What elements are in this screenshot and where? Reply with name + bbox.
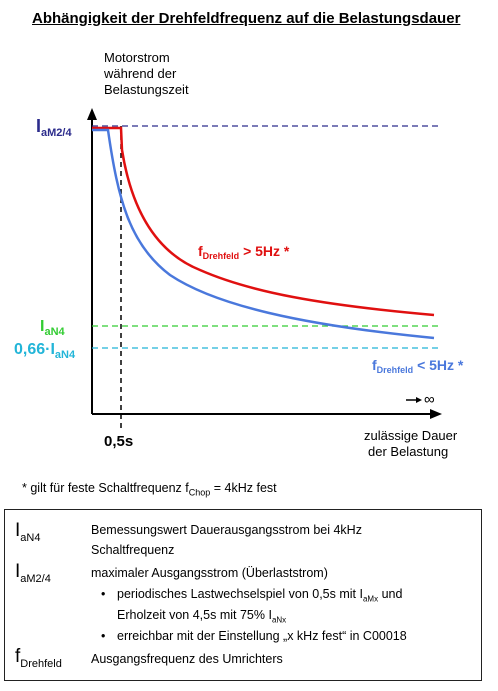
red-curve-high-frequency xyxy=(92,126,435,317)
legend-ian-symbol: IaN4 xyxy=(15,520,41,544)
blue-curve-label: fDrehfeld < 5Hz * xyxy=(372,357,464,375)
footnote: * gilt für feste Schaltfrequenz fChop = … xyxy=(22,481,277,498)
x-axis-arrow xyxy=(430,409,442,419)
legend-bullet-1-line1: periodisches Lastwechselspiel von 0,5s m… xyxy=(117,587,403,604)
y-axis-label-line3: Belastungszeit xyxy=(104,82,189,97)
bullet-dot-2: • xyxy=(101,629,106,643)
y-axis-arrow xyxy=(87,108,97,120)
y-axis-label-line1: Motorstrom xyxy=(104,50,170,65)
legend-box: IaN4 Bemessungswert Dauerausgangsstrom b… xyxy=(4,509,482,681)
legend-iam-desc: maximaler Ausgangsstrom (Überlaststrom) xyxy=(91,566,328,580)
infinity-label: ∞ xyxy=(424,391,435,408)
iam-level-label: IaM2/4 xyxy=(36,116,72,139)
load-duration-diagram: Motorstrom während der Belastungszeit Ia… xyxy=(14,50,464,459)
x-axis-label-line2: der Belastung xyxy=(368,444,448,459)
blue-curve-low-frequency xyxy=(92,128,435,340)
legend-bullet-2: erreichbar mit der Einstellung „x kHz fe… xyxy=(117,629,407,643)
page-title: Abhängigkeit der Drehfeldfrequenz auf di… xyxy=(32,10,461,27)
half-second-tick-label: 0,5s xyxy=(104,433,133,450)
legend-ian-desc-line1: Bemessungswert Dauerausgangsstrom bei 4k… xyxy=(91,523,362,537)
legend-ian-desc-line2: Schaltfrequenz xyxy=(91,543,175,557)
red-curve-label: fDrehfeld > 5Hz * xyxy=(198,243,290,261)
legend-fd-symbol: fDrehfeld xyxy=(15,646,62,670)
legend-fd-desc: Ausgangsfrequenz des Umrichters xyxy=(91,652,283,666)
x-axis-label-line1: zulässige Dauer xyxy=(364,428,458,443)
bullet-dot-1: • xyxy=(101,587,106,601)
ian-level-label: IaN4 xyxy=(40,318,66,338)
legend-iam-symbol: IaM2/4 xyxy=(15,561,51,585)
y-axis-label-line2: während der xyxy=(103,66,177,81)
infinity-arrow-head xyxy=(416,397,422,403)
ian066-level-label: 0,66·IaN4 xyxy=(14,341,76,361)
legend-bullet-1-line2: Erholzeit von 4,5s mit 75% IaNx xyxy=(117,608,287,625)
